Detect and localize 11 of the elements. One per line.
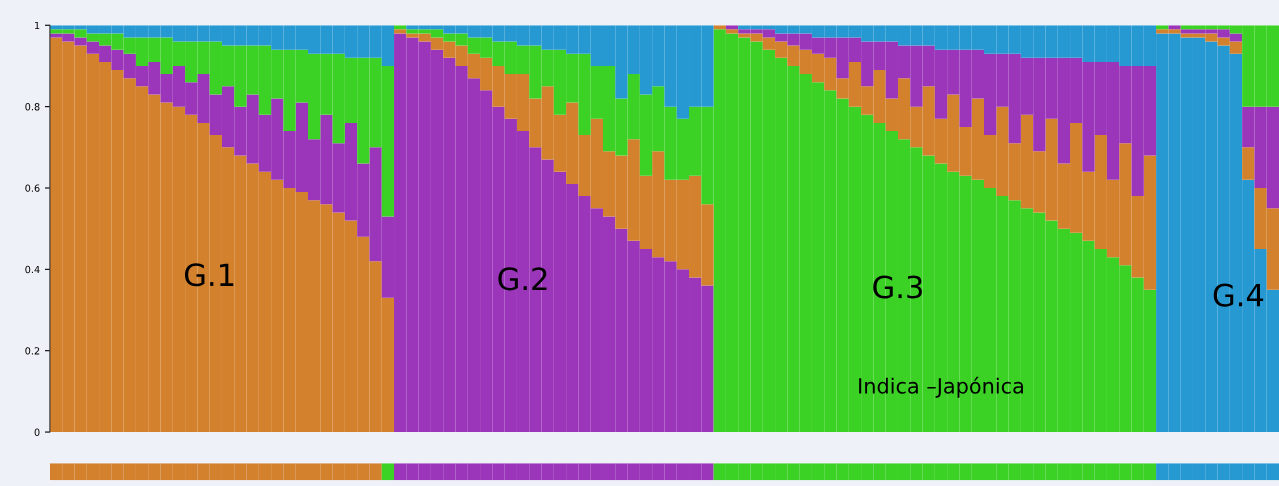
annotation: G.1 — [184, 263, 234, 287]
annotation: G.3 — [873, 275, 922, 299]
y-tick-label: 0.2 — [25, 347, 40, 355]
y-tick-label: 0.6 — [25, 184, 40, 192]
annotation: G.4 — [1213, 283, 1264, 307]
y-tick-label: 0 — [34, 428, 40, 436]
annotation: Indica –Japónica — [859, 376, 1023, 398]
y-tick-label: 0.4 — [25, 265, 40, 274]
y-tick-label: 0.8 — [25, 103, 40, 111]
y-tick-label: 1 — [35, 21, 40, 29]
annotation: G.2 — [498, 267, 547, 291]
